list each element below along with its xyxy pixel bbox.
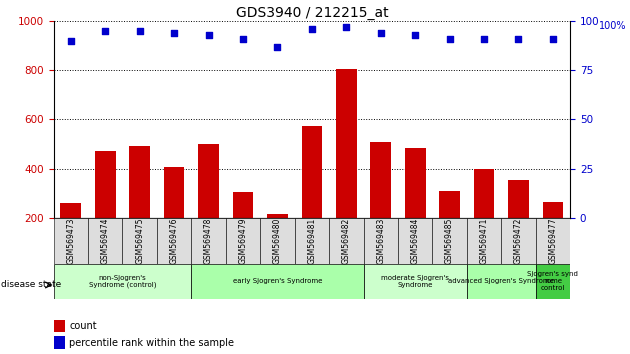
Text: 100%: 100%	[598, 21, 626, 31]
Text: GSM569479: GSM569479	[239, 217, 248, 264]
Text: GSM569482: GSM569482	[342, 218, 351, 264]
Bar	[295, 218, 329, 264]
Bar	[60, 203, 81, 218]
Bar	[95, 152, 115, 218]
Point	[479, 36, 489, 42]
Bar	[536, 218, 570, 264]
Point	[272, 44, 282, 50]
Bar	[508, 179, 529, 218]
Point	[410, 32, 420, 38]
Text: percentile rank within the sample: percentile rank within the sample	[69, 338, 234, 348]
Text: count: count	[69, 321, 96, 331]
Text: GSM569481: GSM569481	[307, 218, 316, 264]
Text: GSM569478: GSM569478	[204, 217, 213, 264]
Text: moderate Sjogren's
Syndrome: moderate Sjogren's Syndrome	[381, 275, 449, 288]
Point	[375, 30, 386, 36]
Bar	[542, 202, 563, 218]
Bar	[364, 264, 467, 299]
Text: GSM569472: GSM569472	[514, 217, 523, 264]
Point	[203, 32, 214, 38]
Point	[548, 36, 558, 42]
Bar	[260, 218, 295, 264]
Bar	[192, 264, 364, 299]
Bar	[54, 264, 192, 299]
Text: GSM569485: GSM569485	[445, 217, 454, 264]
Bar	[226, 218, 260, 264]
Text: non-Sjogren's
Syndrome (control): non-Sjogren's Syndrome (control)	[89, 275, 156, 288]
Bar	[467, 264, 536, 299]
Point	[238, 36, 248, 42]
Text: GSM569484: GSM569484	[411, 217, 420, 264]
Text: Sjogren's synd
rome
control: Sjogren's synd rome control	[527, 272, 578, 291]
Text: GSM569483: GSM569483	[376, 217, 385, 264]
Bar	[54, 320, 65, 332]
Bar	[232, 192, 253, 218]
Text: early Sjogren's Syndrome: early Sjogren's Syndrome	[232, 279, 322, 284]
Text: disease state: disease state	[1, 280, 62, 290]
Bar	[405, 148, 425, 218]
Bar	[129, 147, 150, 218]
Bar	[329, 218, 364, 264]
Point	[307, 26, 317, 32]
Bar	[398, 218, 432, 264]
Point	[135, 28, 145, 34]
Bar	[501, 218, 536, 264]
Bar	[54, 218, 88, 264]
Point	[341, 24, 352, 30]
Point	[445, 36, 455, 42]
Bar	[370, 142, 391, 218]
Bar	[122, 218, 157, 264]
Bar	[536, 264, 570, 299]
Point	[66, 38, 76, 44]
Bar	[54, 336, 65, 349]
Text: GSM569477: GSM569477	[549, 217, 558, 264]
Text: GSM569476: GSM569476	[169, 217, 178, 264]
Bar	[432, 218, 467, 264]
Point	[513, 36, 524, 42]
Bar	[164, 167, 185, 218]
Point	[169, 30, 179, 36]
Text: GSM569475: GSM569475	[135, 217, 144, 264]
Bar	[267, 214, 288, 218]
Bar	[336, 69, 357, 218]
Point	[100, 28, 110, 34]
Text: GSM569473: GSM569473	[66, 217, 75, 264]
Text: GSM569480: GSM569480	[273, 217, 282, 264]
Bar	[302, 126, 322, 218]
Bar	[88, 218, 122, 264]
Bar	[467, 218, 501, 264]
Title: GDS3940 / 212215_at: GDS3940 / 212215_at	[236, 6, 388, 20]
Bar	[439, 191, 460, 218]
Text: GSM569471: GSM569471	[479, 217, 488, 264]
Bar	[157, 218, 192, 264]
Bar	[364, 218, 398, 264]
Bar	[192, 218, 226, 264]
Text: advanced Sjogren's Syndrome: advanced Sjogren's Syndrome	[449, 279, 554, 284]
Bar	[198, 144, 219, 218]
Bar	[474, 169, 495, 218]
Text: GSM569474: GSM569474	[101, 217, 110, 264]
